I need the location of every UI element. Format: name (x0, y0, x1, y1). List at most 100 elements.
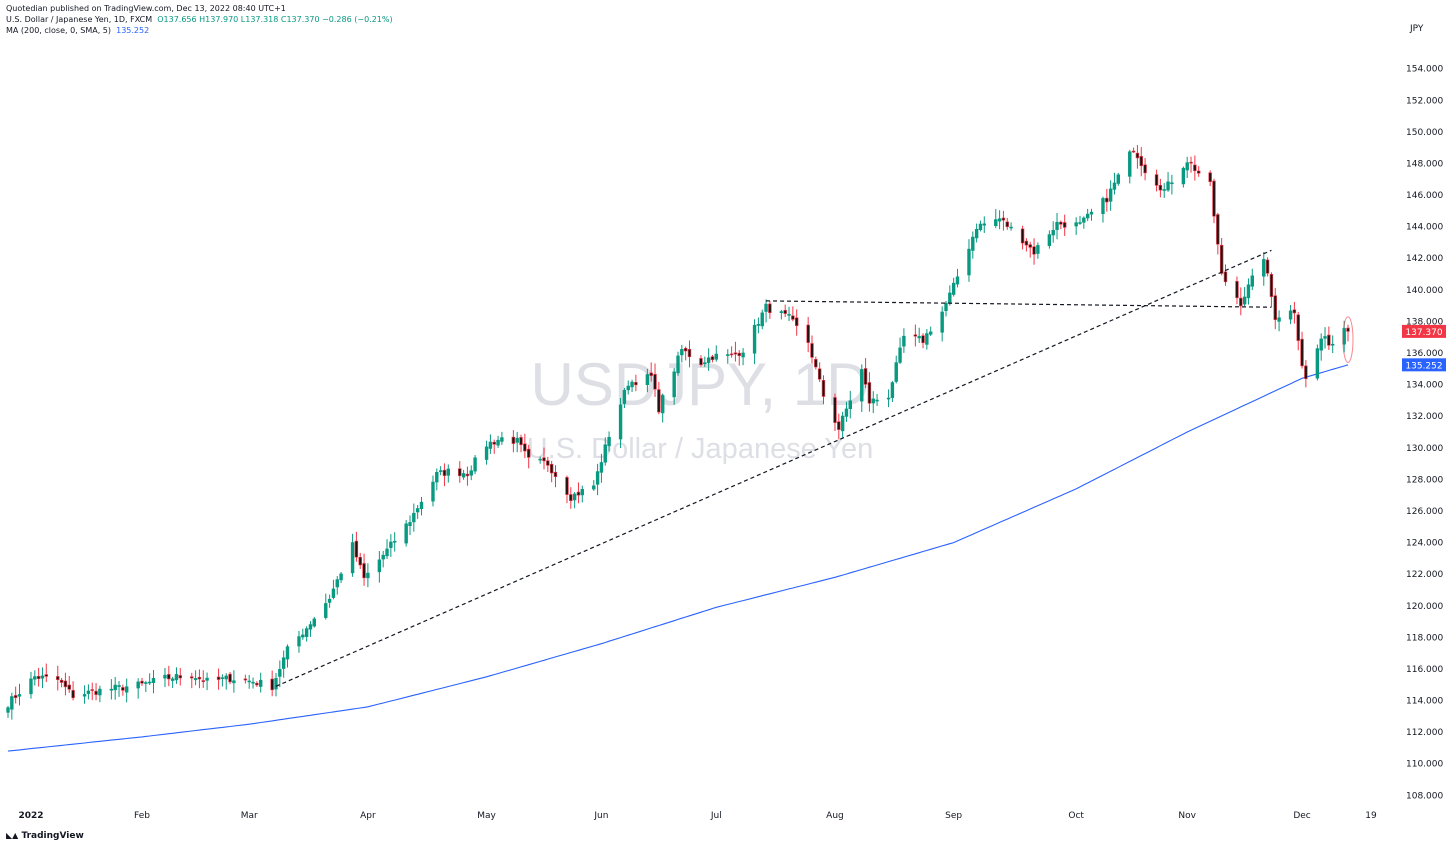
candle-body (1020, 228, 1025, 244)
candle-body (117, 685, 121, 687)
candle-body (408, 522, 412, 526)
publisher-line: Quotedian published on TradingView.com, … (6, 4, 286, 13)
candle (511, 430, 516, 453)
candle-body (381, 554, 385, 560)
candle-body (768, 303, 772, 314)
candle-body (419, 501, 424, 510)
candle-body (170, 678, 175, 681)
tradingview-brand[interactable]: ◣▲ TradingView (6, 831, 84, 841)
candle-body (324, 603, 328, 618)
candle (840, 411, 845, 438)
candle-body (955, 276, 960, 285)
y-tick-label: 130.000 (1406, 444, 1443, 454)
candle (1219, 237, 1224, 276)
candle-body (863, 368, 868, 385)
candle (121, 684, 125, 696)
candle-body (886, 397, 891, 400)
candle-body (821, 380, 826, 397)
candle-body (205, 677, 209, 681)
candle-body (1028, 244, 1032, 248)
candle (683, 346, 688, 361)
last-price-tag-bg (1402, 324, 1446, 338)
candle (285, 644, 290, 668)
candle (821, 375, 826, 405)
candle (1193, 155, 1197, 181)
candle (726, 349, 730, 364)
candle-body (1319, 338, 1323, 351)
candle-body (442, 469, 447, 476)
candle (389, 534, 393, 557)
candle (871, 391, 875, 414)
candle (672, 367, 676, 405)
candle (837, 413, 841, 440)
candle-body (339, 573, 343, 581)
candle-body (925, 333, 929, 345)
candle (810, 335, 814, 364)
candle-body (86, 690, 91, 694)
candle-body (1055, 221, 1059, 230)
candle (1128, 149, 1132, 184)
candle-body (1212, 180, 1216, 217)
candle (898, 337, 902, 365)
ma-value: 135.252 (116, 26, 150, 35)
candle-body (549, 463, 554, 474)
candle-body (526, 448, 531, 458)
candle (565, 475, 569, 504)
candle (1223, 264, 1228, 286)
candle-body (331, 588, 336, 598)
candle-body (971, 236, 975, 251)
candle (794, 309, 799, 336)
candle (44, 663, 48, 683)
candle (592, 480, 596, 491)
trendline[interactable] (766, 300, 1272, 308)
candle-body (576, 491, 581, 496)
y-tick-label: 150.000 (1406, 128, 1443, 138)
candle (270, 670, 274, 697)
candle-body (710, 356, 715, 361)
candle-body (1005, 221, 1009, 227)
candle-body (1051, 230, 1055, 236)
candle-body (875, 399, 879, 402)
candle (549, 460, 554, 483)
candle (71, 681, 75, 701)
candle (519, 434, 523, 453)
candle-body (301, 634, 305, 638)
candle-body (274, 677, 278, 690)
candle (752, 319, 757, 365)
candle (1242, 287, 1247, 307)
candle (335, 576, 339, 595)
candle-body (228, 673, 232, 683)
candle-body (902, 335, 906, 347)
candle (339, 572, 343, 584)
candle-body (94, 690, 98, 695)
candle (33, 670, 37, 686)
candle-body (1108, 188, 1113, 202)
candle-body (867, 382, 872, 404)
highlight-ellipse[interactable] (1342, 316, 1354, 363)
trendline[interactable] (275, 249, 1272, 687)
candle-body (29, 678, 33, 695)
candle-body (894, 362, 898, 382)
candle-body (779, 311, 784, 313)
candle-body (848, 400, 852, 409)
candle (13, 686, 18, 704)
candle-body (687, 349, 692, 358)
candle (599, 453, 604, 483)
candle (1262, 252, 1266, 286)
candle-body (948, 292, 952, 304)
candle (281, 650, 286, 678)
x-tick-label: May (477, 811, 496, 821)
candle (17, 683, 22, 706)
ma-label: MA (200, close, 0, SMA, 5) (6, 26, 112, 35)
watermark-name: U.S. Dollar / Japanese Yen (527, 433, 874, 465)
candle (921, 333, 925, 349)
time-axis: 2022 Feb Mar Apr May Jun Jul Aug Sep Oct Nov Dec 19 (18, 811, 1377, 821)
candle-body (817, 368, 822, 380)
candle (1323, 327, 1327, 349)
candle-body (1235, 281, 1239, 299)
candle (955, 268, 960, 288)
candle-body (56, 676, 60, 680)
candle (848, 390, 852, 419)
candle-body (438, 470, 443, 472)
